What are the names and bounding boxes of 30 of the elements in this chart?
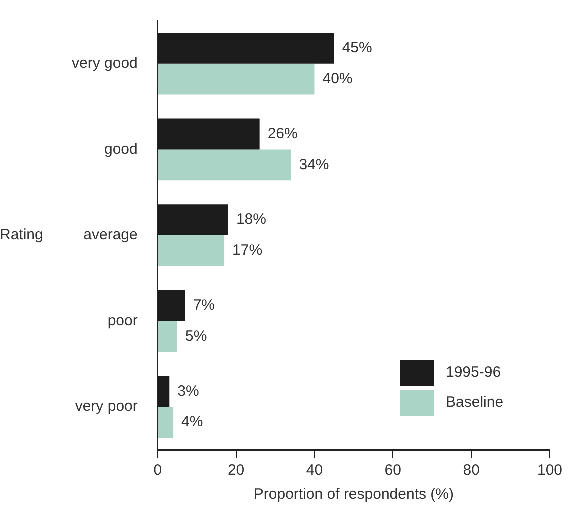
data-label: 45%: [342, 40, 372, 57]
data-label: 5%: [185, 328, 208, 345]
y-tick-label: very good: [72, 55, 138, 72]
bar: [158, 407, 174, 438]
bar: [158, 236, 225, 266]
x-axis-title: Proportion of respondents (%): [254, 486, 454, 504]
data-label: 7%: [193, 296, 216, 314]
bar: [158, 321, 178, 352]
y-tick-label: average: [84, 226, 138, 244]
bar: [158, 150, 292, 181]
data-label: 26%: [268, 125, 298, 142]
y-tick-label: good: [104, 140, 138, 158]
data-label: 40%: [322, 70, 353, 88]
data-label: 18%: [236, 211, 266, 228]
data-label: 17%: [232, 242, 263, 260]
x-tick-label: 100: [537, 462, 563, 480]
legend-label: 1995-96: [446, 364, 502, 382]
y-tick-label: poor: [108, 312, 138, 330]
x-tick-label: 80: [463, 462, 480, 480]
x-tick-label: 40: [306, 462, 324, 480]
x-tick-label: 60: [384, 462, 402, 480]
bar: [158, 64, 315, 95]
y-axis-title: Rating: [0, 226, 44, 244]
legend-label: Baseline: [446, 394, 504, 412]
x-tick-label: 0: [154, 462, 162, 480]
x-tick-label: 20: [228, 462, 245, 480]
data-label: 4%: [182, 414, 204, 431]
data-label: 34%: [299, 156, 330, 174]
data-label: 3%: [178, 382, 200, 400]
y-tick-label: very poor: [75, 398, 138, 416]
